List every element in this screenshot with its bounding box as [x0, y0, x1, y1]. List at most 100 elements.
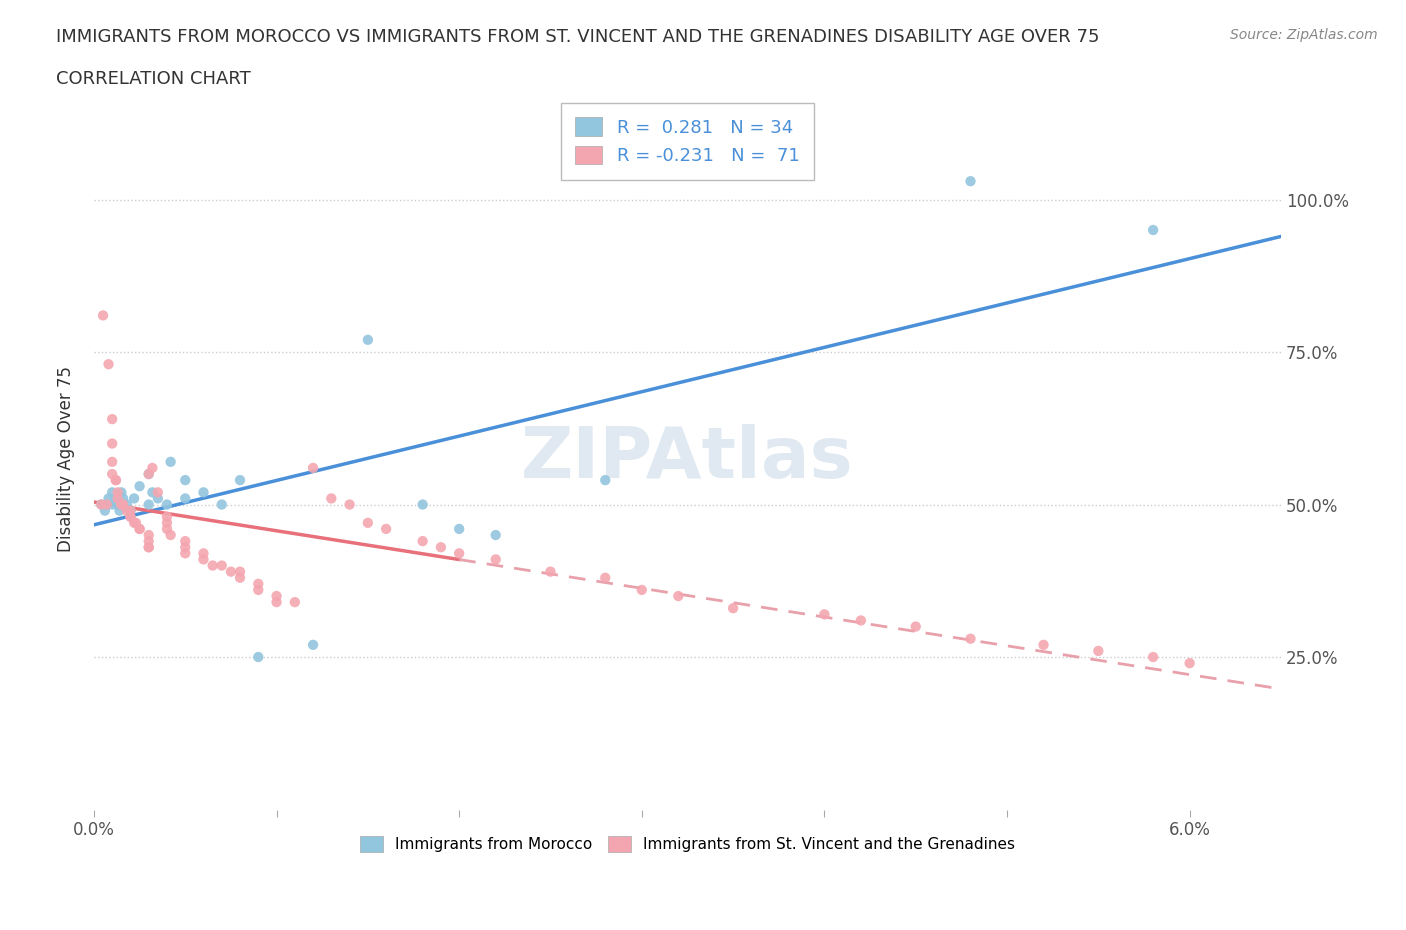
- Point: [1142, 649, 1164, 664]
- Point: [120, 510, 142, 525]
- Text: CORRELATION CHART: CORRELATION CHART: [56, 70, 252, 87]
- Point: [247, 582, 270, 597]
- Point: [229, 565, 252, 579]
- Point: [174, 534, 197, 549]
- Point: [666, 589, 689, 604]
- Point: [449, 546, 471, 561]
- Point: [174, 491, 197, 506]
- Point: [141, 485, 163, 499]
- Point: [449, 522, 471, 537]
- Point: [321, 491, 343, 506]
- Point: [107, 491, 129, 506]
- Point: [156, 522, 179, 537]
- Point: [721, 601, 744, 616]
- Point: [339, 498, 361, 512]
- Point: [593, 570, 616, 585]
- Point: [90, 498, 112, 512]
- Point: [193, 485, 215, 499]
- Point: [357, 332, 380, 347]
- Point: [112, 498, 135, 512]
- Point: [128, 522, 150, 537]
- Point: [904, 619, 927, 634]
- Point: [128, 479, 150, 494]
- Point: [110, 498, 132, 512]
- Point: [229, 472, 252, 487]
- Point: [120, 503, 142, 518]
- Point: [1178, 656, 1201, 671]
- Point: [540, 565, 562, 579]
- Point: [247, 649, 270, 664]
- Point: [1032, 637, 1054, 652]
- Point: [156, 515, 179, 530]
- Point: [959, 631, 981, 646]
- Point: [138, 539, 160, 554]
- Point: [107, 498, 129, 512]
- Point: [107, 485, 129, 499]
- Point: [193, 546, 215, 561]
- Text: Source: ZipAtlas.com: Source: ZipAtlas.com: [1230, 28, 1378, 42]
- Point: [1087, 644, 1109, 658]
- Point: [115, 503, 138, 518]
- Point: [302, 637, 325, 652]
- Point: [485, 527, 508, 542]
- Point: [138, 498, 160, 512]
- Point: [104, 472, 127, 487]
- Point: [110, 485, 132, 499]
- Point: [201, 558, 224, 573]
- Point: [91, 308, 114, 323]
- Point: [412, 498, 434, 512]
- Point: [90, 498, 112, 512]
- Legend: Immigrants from Morocco, Immigrants from St. Vincent and the Grenadines: Immigrants from Morocco, Immigrants from…: [354, 830, 1021, 858]
- Point: [593, 472, 616, 487]
- Point: [174, 539, 197, 554]
- Point: [104, 491, 127, 506]
- Point: [101, 498, 124, 512]
- Point: [174, 472, 197, 487]
- Point: [193, 552, 215, 567]
- Point: [375, 522, 398, 537]
- Point: [219, 565, 242, 579]
- Point: [101, 485, 124, 499]
- Point: [110, 498, 132, 512]
- Point: [266, 594, 288, 609]
- Point: [430, 539, 453, 554]
- Point: [108, 503, 131, 518]
- Point: [813, 607, 835, 622]
- Point: [128, 522, 150, 537]
- Point: [97, 357, 120, 372]
- Point: [849, 613, 872, 628]
- Point: [138, 539, 160, 554]
- Point: [138, 467, 160, 482]
- Point: [247, 577, 270, 591]
- Point: [115, 498, 138, 512]
- Point: [112, 491, 135, 506]
- Point: [302, 460, 325, 475]
- Point: [101, 412, 124, 427]
- Point: [357, 515, 380, 530]
- Point: [101, 467, 124, 482]
- Point: [146, 491, 169, 506]
- Point: [96, 498, 118, 512]
- Point: [101, 455, 124, 470]
- Point: [122, 491, 145, 506]
- Point: [211, 498, 233, 512]
- Point: [229, 570, 252, 585]
- Point: [94, 503, 117, 518]
- Point: [120, 510, 142, 525]
- Point: [156, 498, 179, 512]
- Point: [156, 510, 179, 525]
- Point: [138, 527, 160, 542]
- Point: [284, 594, 307, 609]
- Point: [138, 467, 160, 482]
- Point: [412, 534, 434, 549]
- Point: [630, 582, 652, 597]
- Point: [138, 534, 160, 549]
- Point: [159, 527, 181, 542]
- Point: [485, 552, 508, 567]
- Point: [211, 558, 233, 573]
- Text: IMMIGRANTS FROM MOROCCO VS IMMIGRANTS FROM ST. VINCENT AND THE GRENADINES DISABI: IMMIGRANTS FROM MOROCCO VS IMMIGRANTS FR…: [56, 28, 1099, 46]
- Text: ZIPAtlas: ZIPAtlas: [522, 424, 853, 493]
- Point: [266, 589, 288, 604]
- Point: [104, 472, 127, 487]
- Point: [174, 546, 197, 561]
